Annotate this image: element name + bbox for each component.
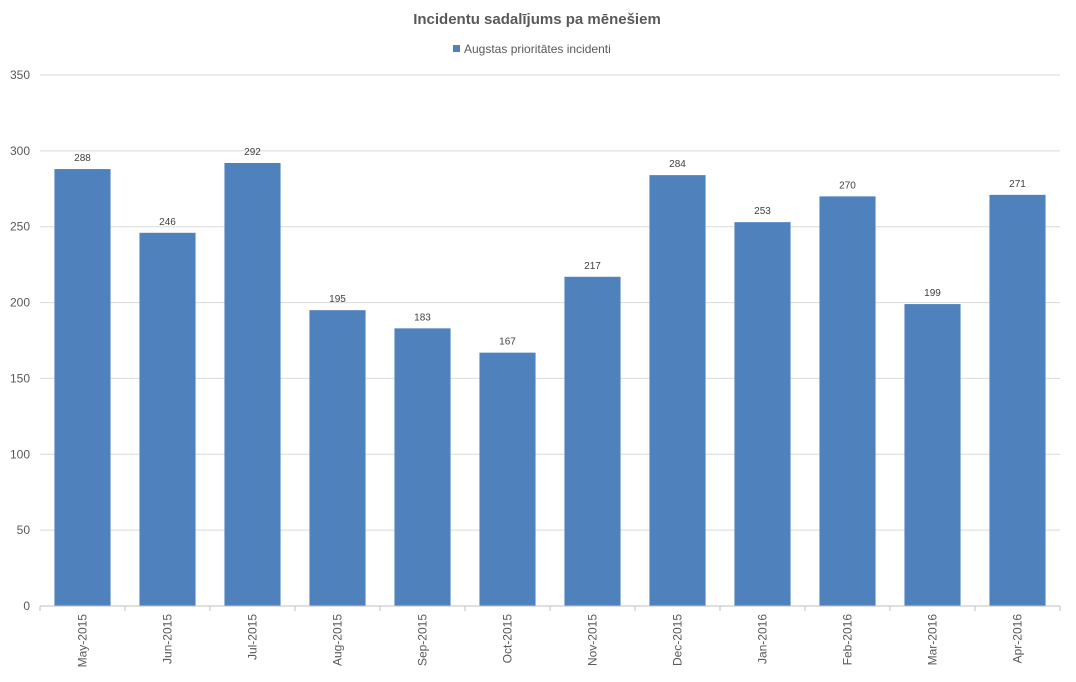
bar bbox=[819, 196, 876, 606]
x-tick-label: Oct-2015 bbox=[501, 614, 515, 664]
x-axis-ticks: May-2015 Jun-2015 Jul-2015 Aug-2015 Sep-2015… bbox=[39, 606, 1061, 668]
x-tick-label: Jul-2015 bbox=[246, 614, 260, 660]
bar bbox=[224, 162, 281, 606]
data-label: 288 bbox=[74, 153, 91, 164]
bar-series bbox=[54, 162, 1046, 607]
bar bbox=[649, 175, 706, 607]
data-label: 253 bbox=[754, 206, 771, 217]
bar bbox=[394, 328, 451, 606]
gridlines bbox=[40, 74, 1060, 531]
legend: Augstas prioritātes incidenti bbox=[453, 42, 611, 56]
data-label: 217 bbox=[584, 261, 601, 272]
x-tick-label: Sep-2015 bbox=[416, 614, 430, 666]
data-label: 183 bbox=[414, 312, 431, 323]
bar bbox=[989, 194, 1046, 606]
y-tick-label: 350 bbox=[10, 68, 30, 82]
data-labels: 288 246 292 195 183 167 217 284 253 270 199 271 bbox=[74, 147, 1026, 348]
x-tick-label: Aug-2015 bbox=[331, 614, 345, 666]
data-label: 167 bbox=[499, 337, 516, 348]
data-label: 271 bbox=[1009, 179, 1026, 190]
x-tick-label: May-2015 bbox=[76, 614, 90, 668]
y-tick-label: 200 bbox=[10, 296, 30, 310]
chart-title: Incidentu sadalījums pa mēnešiem bbox=[413, 11, 661, 28]
x-tick-label: Jan-2016 bbox=[756, 614, 770, 664]
bar bbox=[54, 169, 111, 606]
data-label: 246 bbox=[159, 217, 176, 228]
y-tick-label: 50 bbox=[17, 523, 31, 537]
data-label: 270 bbox=[839, 180, 856, 191]
bar bbox=[139, 232, 196, 607]
y-tick-label: 250 bbox=[10, 220, 30, 234]
data-label: 292 bbox=[244, 147, 261, 158]
y-tick-label: 0 bbox=[23, 599, 30, 613]
y-tick-label: 100 bbox=[10, 447, 30, 461]
y-tick-label: 300 bbox=[10, 144, 30, 158]
data-label: 284 bbox=[669, 159, 686, 170]
x-tick-label: Feb-2016 bbox=[841, 614, 855, 666]
y-axis-ticks: 0 50 100 150 200 250 300 350 bbox=[10, 68, 30, 613]
bar bbox=[734, 222, 791, 607]
y-tick-label: 150 bbox=[10, 371, 30, 385]
data-label: 199 bbox=[924, 288, 941, 299]
x-tick-label: Apr-2016 bbox=[1011, 614, 1025, 664]
data-label: 195 bbox=[329, 294, 346, 305]
x-tick-label: Jun-2015 bbox=[161, 614, 175, 664]
legend-swatch bbox=[453, 45, 460, 52]
bar bbox=[564, 276, 621, 606]
bar bbox=[309, 310, 366, 606]
x-tick-label: Mar-2016 bbox=[926, 614, 940, 666]
legend-label: Augstas prioritātes incidenti bbox=[464, 42, 611, 56]
bar bbox=[904, 304, 961, 606]
x-tick-label: Dec-2015 bbox=[671, 614, 685, 666]
bar bbox=[479, 352, 536, 606]
x-tick-label: Nov-2015 bbox=[586, 614, 600, 666]
